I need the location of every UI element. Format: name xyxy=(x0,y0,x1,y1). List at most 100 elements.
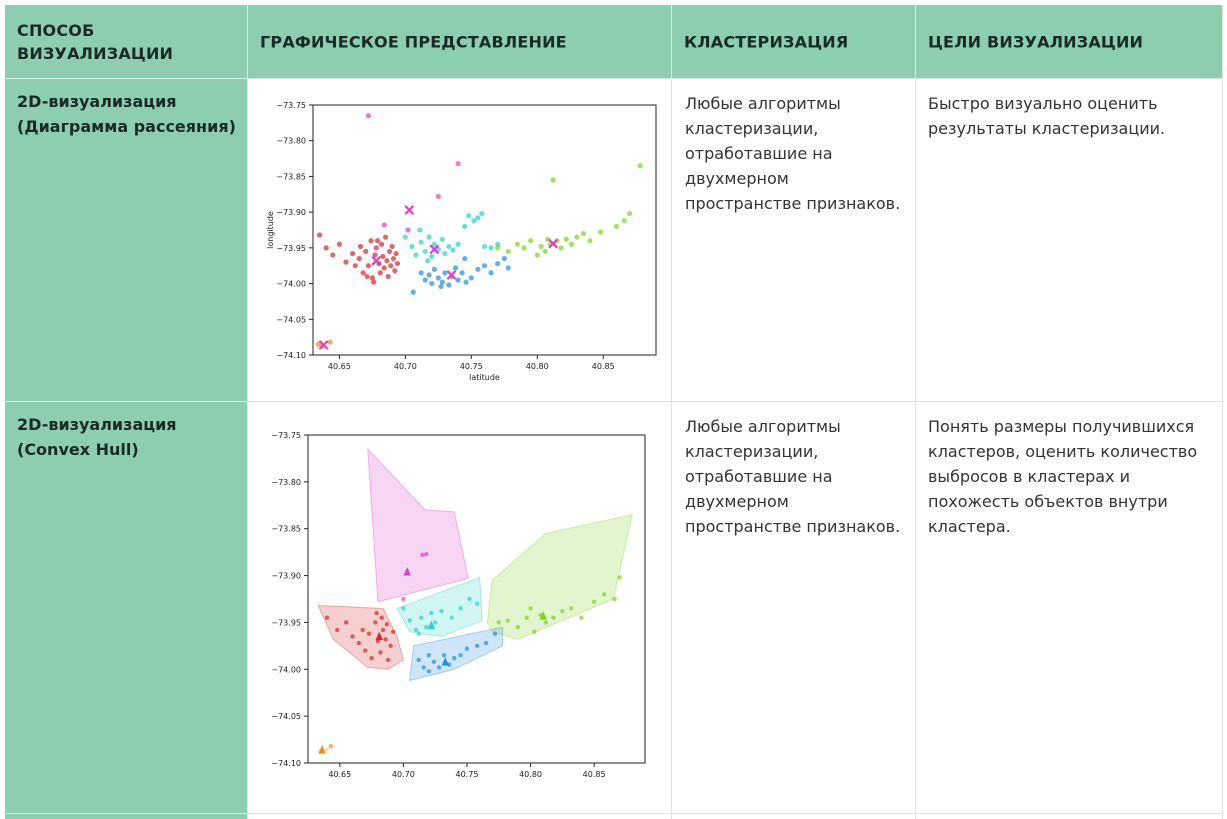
data-point-blue xyxy=(431,659,437,664)
centroid-marker xyxy=(548,238,558,249)
x-tick-label: 40.65 xyxy=(328,362,351,371)
data-point-blue xyxy=(422,277,428,283)
cluster-hull-red xyxy=(317,605,404,670)
divider xyxy=(5,813,1223,814)
centroid-marker xyxy=(318,745,326,754)
data-point-blue xyxy=(462,255,468,262)
data-point-green xyxy=(514,241,521,247)
data-point-cyan xyxy=(481,243,488,250)
data-point-blue xyxy=(475,266,481,272)
data-point-red xyxy=(373,245,379,251)
data-point-green xyxy=(612,596,617,602)
data-point-blue xyxy=(459,270,465,276)
divider xyxy=(915,5,916,819)
data-point-red xyxy=(382,234,389,240)
cluster-hull-blue xyxy=(409,626,504,682)
data-point-magenta xyxy=(435,193,441,200)
data-point-red xyxy=(385,273,391,280)
data-point-orange xyxy=(328,743,334,749)
data-point-cyan xyxy=(488,245,494,251)
data-point-red xyxy=(381,265,387,271)
x-tick-label: 40.70 xyxy=(392,770,415,778)
centroid-marker xyxy=(318,340,329,350)
data-point-green xyxy=(613,223,620,230)
data-point-green xyxy=(496,620,501,625)
data-point-red xyxy=(388,263,394,269)
data-point-green xyxy=(617,575,622,580)
row1-clustering: Любые алгоритмы кластеризации, отработав… xyxy=(685,94,901,213)
data-point-red xyxy=(391,629,396,634)
row2-method-cell: 2D-визуализация (Convex Hull) xyxy=(5,402,247,819)
header-cell-method: СПОСОБ ВИЗУАЛИЗАЦИИ xyxy=(5,5,247,78)
data-point-blue xyxy=(416,657,421,663)
data-point-red xyxy=(343,259,349,265)
data-point-cyan xyxy=(425,258,431,264)
data-point-green xyxy=(568,241,575,247)
data-point-blue xyxy=(446,282,452,288)
data-point-blue xyxy=(452,655,457,661)
data-point-cyan xyxy=(446,243,452,250)
data-point-red xyxy=(380,627,386,633)
data-point-cyan xyxy=(432,620,438,625)
y-tick-label: −74.10 xyxy=(276,351,306,360)
data-point-green xyxy=(558,245,564,251)
data-point-orange xyxy=(327,339,333,345)
data-point-green xyxy=(524,615,529,620)
data-point-green xyxy=(574,234,580,240)
data-point-red xyxy=(380,253,386,260)
centroid-marker xyxy=(371,255,382,266)
data-point-magenta xyxy=(381,222,387,228)
data-point-red xyxy=(392,268,398,274)
y-tick-label: −73.95 xyxy=(271,618,301,627)
data-point-cyan xyxy=(462,223,468,230)
row2-clustering: Любые алгоритмы кластеризации, отработав… xyxy=(685,417,901,536)
data-point-blue xyxy=(426,668,432,674)
data-point-cyan xyxy=(495,241,501,247)
y-tick-label: −74.05 xyxy=(276,315,306,324)
data-point-red xyxy=(371,279,377,285)
divider xyxy=(247,5,248,819)
centroid-marker xyxy=(539,611,547,620)
convex-hull-chart: −73.75 −73.80 −73.85 −73.90 −73.95 −74.00 −74.… xyxy=(271,431,646,778)
data-point-red xyxy=(386,248,393,255)
cluster-hull-cyan xyxy=(396,576,483,637)
data-point-magenta xyxy=(401,596,406,602)
data-point-cyan xyxy=(455,241,461,247)
data-point-green xyxy=(621,218,627,224)
data-point-blue xyxy=(421,665,426,670)
data-point-red xyxy=(378,650,383,655)
data-point-blue xyxy=(483,640,489,646)
plot-frame xyxy=(312,104,657,356)
row2-method: 2D-визуализация (Convex Hull) xyxy=(17,415,177,459)
data-point-cyan xyxy=(417,227,423,233)
data-point-red xyxy=(375,238,381,244)
data-point-cyan xyxy=(402,234,408,240)
divider xyxy=(5,401,1223,402)
data-point-red xyxy=(368,238,374,244)
data-point-magenta xyxy=(420,552,425,558)
data-point-blue xyxy=(474,643,480,649)
y-tick-label: −73.75 xyxy=(276,101,306,110)
data-point-green xyxy=(505,618,510,623)
data-point-green xyxy=(528,238,534,244)
data-point-blue xyxy=(455,277,461,283)
data-point-red xyxy=(394,260,401,267)
divider xyxy=(671,5,672,819)
data-point-red xyxy=(352,263,358,269)
row1-goal: Быстро визуально оценить результаты клас… xyxy=(928,94,1166,138)
data-point-cyan xyxy=(424,624,429,630)
data-point-blue xyxy=(505,265,511,271)
data-point-blue xyxy=(426,653,432,658)
data-point-red xyxy=(335,627,340,633)
data-point-green xyxy=(579,615,584,620)
data-point-red xyxy=(369,655,374,661)
data-point-blue xyxy=(431,266,437,272)
data-point-red xyxy=(349,250,356,257)
data-point-blue xyxy=(439,279,445,285)
data-point-green xyxy=(602,592,607,597)
data-point-red xyxy=(350,634,355,639)
plot-frame xyxy=(307,434,646,764)
x-tick-label: 40.70 xyxy=(394,362,417,371)
centroid-marker xyxy=(427,620,436,629)
comparison-table: СПОСОБ ВИЗУАЛИЗАЦИИ ГРАФИЧЕСКОЕ ПРЕДСТАВ… xyxy=(5,5,1223,819)
